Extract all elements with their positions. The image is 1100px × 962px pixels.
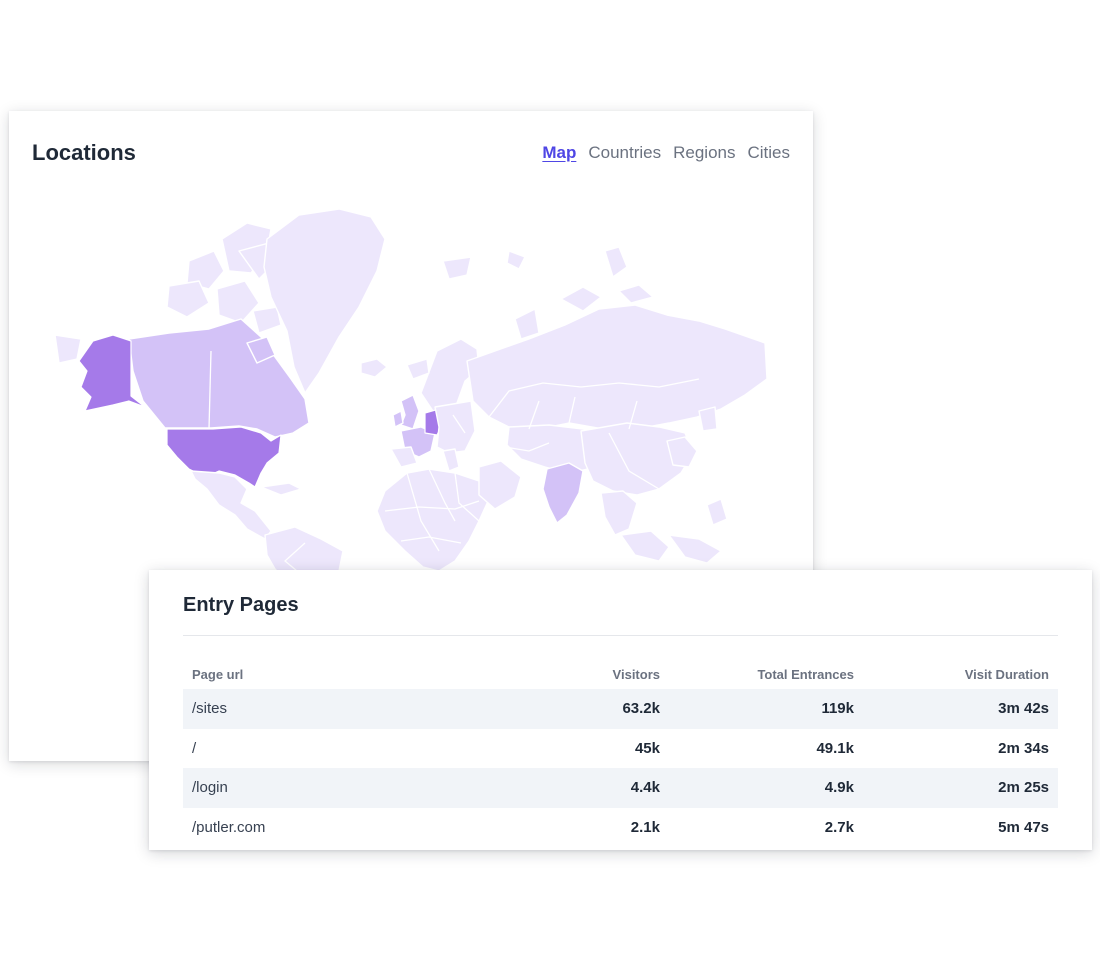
- duration-cell: 5m 47s: [998, 818, 1049, 836]
- entrances-cell: 49.1k: [816, 739, 854, 757]
- duration-cell: 2m 34s: [998, 739, 1049, 757]
- map-borders: [208, 350, 700, 582]
- map-country-india: [542, 462, 584, 524]
- page-url-cell[interactable]: /sites: [192, 700, 228, 718]
- tab-countries[interactable]: Countries: [588, 143, 662, 162]
- entry-pages-table: Page url Visitors Total Entrances Visit …: [183, 659, 1058, 847]
- entry-pages-card: Entry Pages Page url Visitors Total Entr…: [149, 570, 1092, 850]
- map-country-russia: [466, 304, 768, 430]
- world-map[interactable]: [9, 111, 813, 761]
- table-header-row: Page url Visitors Total Entrances Visit …: [183, 659, 1058, 689]
- tab-regions[interactable]: Regions: [673, 143, 736, 162]
- entry-pages-divider: [183, 635, 1058, 636]
- map-country-alaska: [78, 334, 146, 412]
- entrances-cell: 4.9k: [824, 779, 854, 797]
- map-country-canada: [128, 318, 310, 438]
- entry-pages-title: Entry Pages: [183, 594, 299, 616]
- map-country-united-kingdom: [400, 394, 420, 430]
- column-header-page-url[interactable]: Page url: [192, 666, 244, 682]
- map-landmasses: [54, 208, 768, 590]
- tab-cities[interactable]: Cities: [747, 143, 790, 162]
- map-country-iceland: [360, 358, 388, 378]
- visitors-cell: 4.4k: [630, 779, 660, 797]
- visitors-cell: 2.1k: [630, 818, 660, 836]
- duration-cell: 3m 42s: [998, 700, 1049, 718]
- table-row[interactable]: /login 4.4k 4.9k 2m 25s: [183, 768, 1058, 808]
- column-header-visitors[interactable]: Visitors: [612, 666, 660, 682]
- locations-tabs: Map Countries Regions Cities: [542, 142, 790, 164]
- page-url-cell[interactable]: /login: [192, 779, 228, 797]
- table-row[interactable]: /sites 63.2k 119k 3m 42s: [183, 689, 1058, 729]
- visitors-cell: 63.2k: [622, 700, 660, 718]
- column-header-total-entrances[interactable]: Total Entrances: [757, 666, 854, 682]
- tab-map[interactable]: Map: [542, 143, 577, 162]
- map-region-europe: [434, 400, 476, 454]
- entrances-cell: 119k: [821, 700, 854, 718]
- entrances-cell: 2.7k: [824, 818, 854, 836]
- visitors-cell: 45k: [634, 739, 660, 757]
- map-region-southeast-asia: [600, 490, 638, 536]
- map-country-china: [580, 422, 694, 496]
- map-region-africa: [376, 468, 490, 572]
- duration-cell: 2m 25s: [998, 779, 1049, 797]
- table-row[interactable]: / 45k 49.1k 2m 34s: [183, 729, 1058, 769]
- map-country-mexico: [190, 470, 272, 540]
- page-url-cell[interactable]: /: [192, 739, 197, 757]
- map-country-greenland: [263, 208, 386, 394]
- page-url-cell[interactable]: /putler.com: [192, 818, 266, 836]
- locations-title: Locations: [32, 140, 136, 165]
- table-row[interactable]: /putler.com 2.1k 2.7k 5m 47s: [183, 808, 1058, 848]
- column-header-visit-duration[interactable]: Visit Duration: [964, 666, 1049, 682]
